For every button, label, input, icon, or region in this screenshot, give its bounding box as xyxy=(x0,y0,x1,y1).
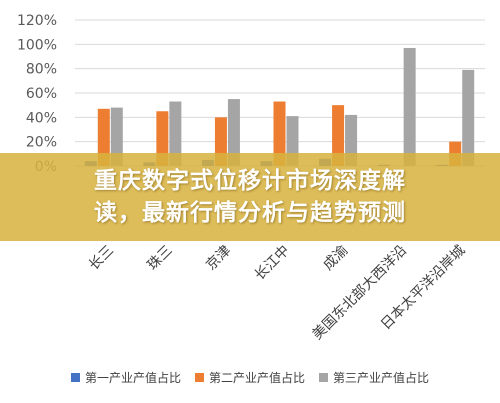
y-tick-label: 80% xyxy=(26,62,57,78)
legend: 第一产业产值占比 第二产业产值占比 第三产业产值占比 xyxy=(0,366,500,388)
bar xyxy=(156,111,169,166)
y-tick-label: 100% xyxy=(17,37,57,53)
legend-swatch xyxy=(70,372,80,382)
x-tick-label: 长三 xyxy=(86,243,117,274)
bar xyxy=(110,107,123,166)
legend-item: 第三产业产值占比 xyxy=(319,369,429,386)
legend-label: 第三产业产值占比 xyxy=(333,370,430,385)
bar xyxy=(332,105,345,166)
legend-item: 第一产业产值占比 xyxy=(70,369,181,386)
y-tick-label: 120% xyxy=(17,13,57,29)
legend-label: 第二产业产值占比 xyxy=(208,370,305,385)
bar xyxy=(462,69,475,166)
legend-label: 第一产业产值占比 xyxy=(84,370,181,385)
x-tick-label: 京津 xyxy=(203,243,234,274)
legend-swatch xyxy=(319,372,328,382)
bar xyxy=(227,99,240,166)
legend-item: 第二产业产值占比 xyxy=(194,369,305,386)
banner-line-1: 重庆数字式位移计市场深度解 xyxy=(94,168,406,194)
x-tick-label: 珠三 xyxy=(145,243,176,274)
bar xyxy=(273,101,286,166)
legend-swatch xyxy=(194,372,204,382)
y-tick-label: 60% xyxy=(26,86,57,102)
bar xyxy=(403,47,416,166)
y-tick-label: 20% xyxy=(26,135,57,151)
y-tick-label: 40% xyxy=(26,110,57,126)
x-tick-label: 长江中 xyxy=(252,243,293,284)
bar xyxy=(169,101,182,166)
y-axis: 0%20%40%60%80%100%120% xyxy=(17,13,57,175)
bars xyxy=(84,47,475,166)
banner-line-2: 读，最新行情分析与趋势预测 xyxy=(94,200,406,226)
title-banner: 重庆数字式位移计市场深度解 读，最新行情分析与趋势预测 xyxy=(0,153,500,241)
bar xyxy=(97,108,110,166)
x-tick-label: 成渝 xyxy=(320,243,351,274)
